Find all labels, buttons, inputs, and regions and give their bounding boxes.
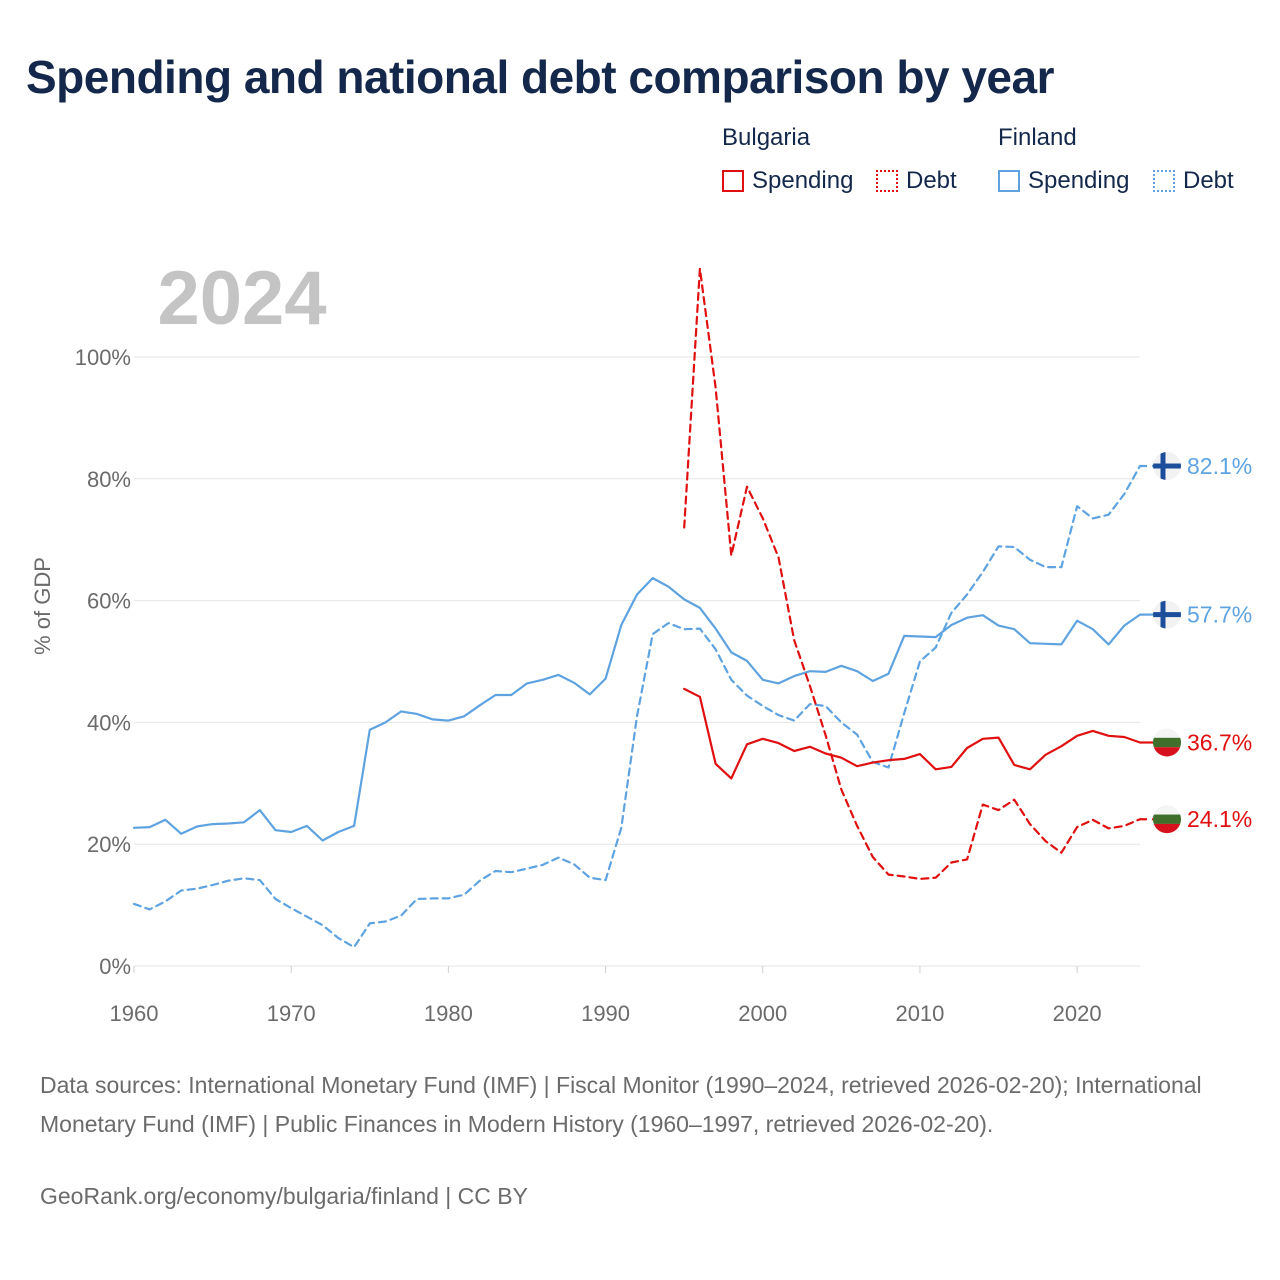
y-axis-label: % of GDP (30, 557, 55, 655)
source-note: Data sources: International Monetary Fun… (40, 1072, 1202, 1137)
y-tick-label: 80% (87, 467, 131, 492)
axis-ticks: 0% 20% 40% 60% 80% 100% 1960 1970 1980 1990 2000 20… (75, 345, 1102, 1026)
legend-swatch-finland-spending (998, 170, 1020, 192)
x-tick-label: 1990 (581, 1001, 630, 1026)
legend-group-finland: Finland (998, 124, 1077, 151)
legend-swatch-finland-debt (1153, 170, 1175, 192)
year-watermark: 2024 (157, 256, 326, 341)
bulgaria-flag-icon (1153, 728, 1181, 757)
end-value-label-finland-spending: 57.7% (1187, 602, 1252, 628)
series-line-finland-spending[interactable] (132, 576, 1142, 842)
bulgaria-flag-icon (1153, 805, 1181, 834)
x-tick-label: 1960 (110, 1001, 159, 1026)
y-tick-label: 60% (87, 589, 131, 614)
legend-finland-debt[interactable]: Debt (1153, 166, 1234, 196)
end-value-label-bulgaria-spending: 36.7% (1187, 729, 1252, 755)
x-tick-label: 2000 (738, 1001, 787, 1026)
legend-label-bulgaria-spending: Spending (752, 167, 854, 194)
legend-swatch-bulgaria-spending (722, 170, 744, 192)
legend-bulgaria-spending[interactable]: Spending (722, 166, 853, 196)
series-line-finland-debt[interactable] (132, 464, 1142, 949)
end-markers: 57.7% 82.1% 36.7% 24.1% (1140, 452, 1252, 834)
legend-finland-spending[interactable]: Spending (998, 166, 1129, 196)
y-tick-label: 40% (87, 710, 131, 735)
series (132, 267, 1142, 949)
x-tick-label: 2010 (895, 1001, 944, 1026)
legend-bulgaria-debt[interactable]: Debt (876, 166, 957, 196)
legend-swatch-bulgaria-debt (876, 170, 898, 192)
legend-label-finland-debt: Debt (1183, 167, 1234, 194)
x-tick-label: 2020 (1053, 1001, 1102, 1026)
y-tick-label: 100% (75, 345, 131, 370)
legend-label-finland-spending: Spending (1028, 167, 1130, 194)
credit-link[interactable]: GeoRank.org/economy/bulgaria/finland | C… (40, 1183, 528, 1209)
x-tick-label: 1980 (424, 1001, 473, 1026)
legend-group-bulgaria: Bulgaria (722, 124, 811, 151)
gridlines (134, 356, 1140, 967)
finland-flag-icon (1153, 452, 1181, 481)
y-tick-label: 0% (99, 954, 131, 979)
series-line-bulgaria-spending[interactable] (683, 687, 1142, 780)
chart-title: Spending and national debt comparison by… (26, 51, 1055, 103)
series-line-bulgaria-debt[interactable] (683, 267, 1142, 881)
finland-flag-icon (1153, 600, 1181, 629)
end-value-label-finland-debt: 82.1% (1187, 453, 1252, 479)
y-tick-label: 20% (87, 832, 131, 857)
legend-label-bulgaria-debt: Debt (906, 167, 957, 194)
x-tick-label: 1970 (267, 1001, 316, 1026)
line-chart: 2024 % of GDP 0% 20% 40% 60% 80% 100% 1960 1970… (30, 256, 1252, 1026)
end-value-label-bulgaria-debt: 24.1% (1187, 806, 1252, 832)
